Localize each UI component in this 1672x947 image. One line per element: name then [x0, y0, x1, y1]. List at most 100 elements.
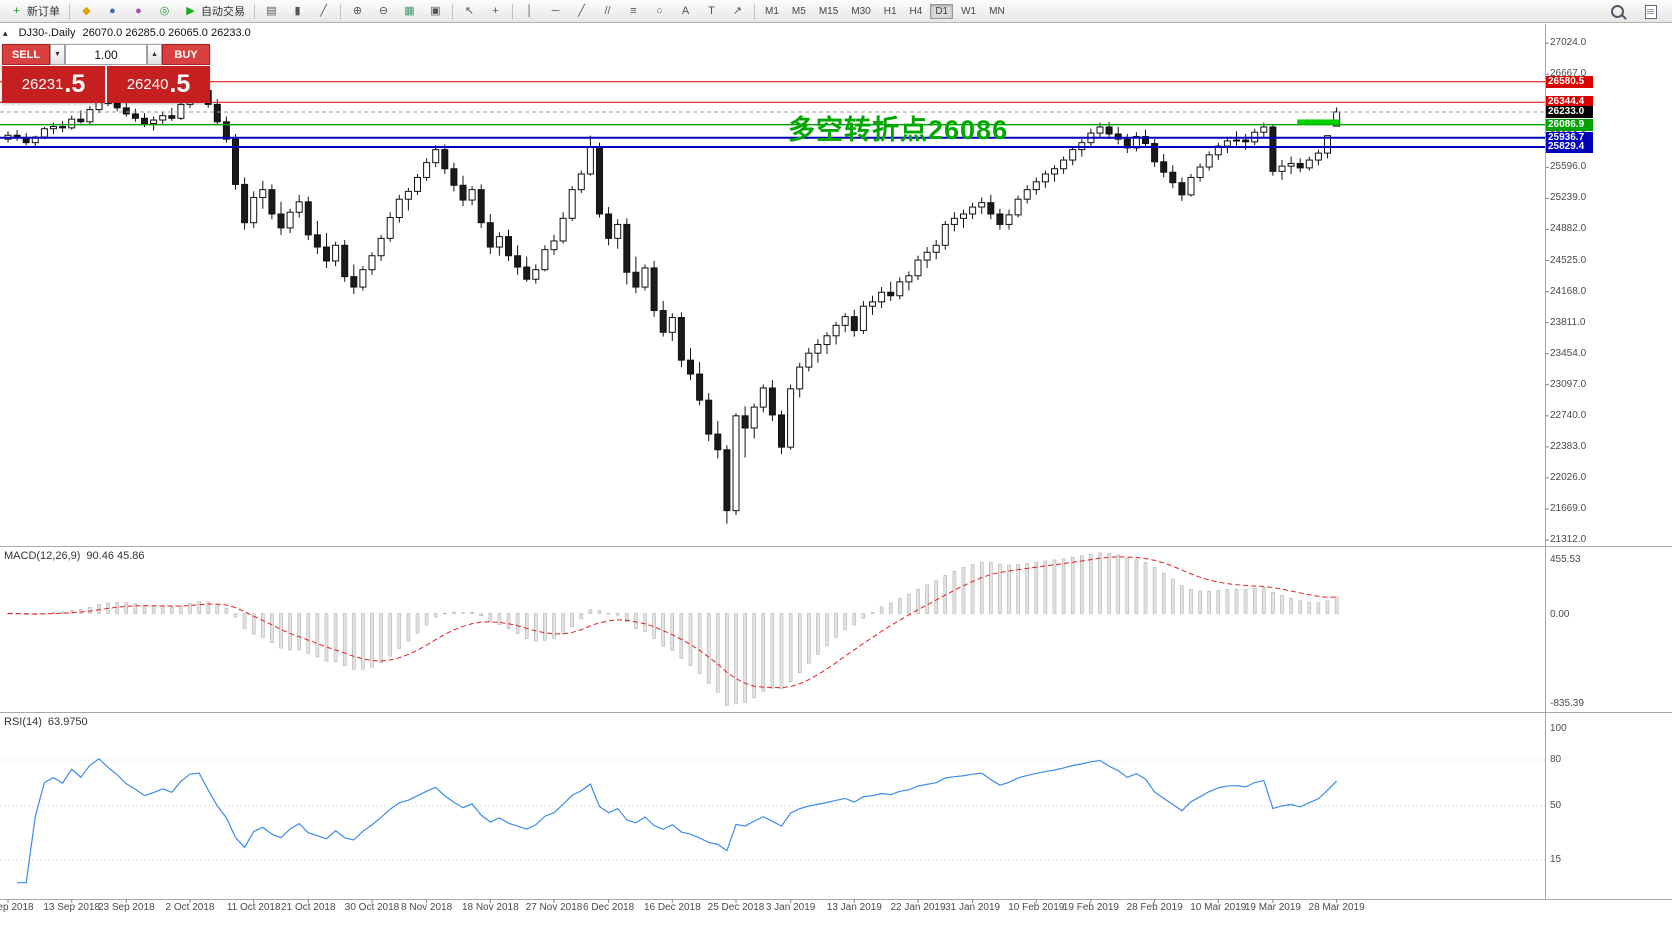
price-axis-tick: 21312.0 — [1550, 534, 1587, 546]
volume-increase-button[interactable]: ▲ — [147, 44, 162, 65]
zoom-out-icon: ⊖ — [378, 4, 389, 17]
data-window-button[interactable]: ● — [100, 2, 125, 21]
annotation-text: 多空转折点26086 — [788, 115, 1009, 145]
navigator-button[interactable]: ● — [126, 2, 151, 21]
text-t-icon: T — [708, 4, 715, 17]
rsi-axis-label: 15 — [1550, 853, 1562, 865]
toolbar-separator — [340, 3, 341, 19]
chart-symbol-period: DJ30-.Daily — [18, 27, 76, 39]
bars-icon: ▤ — [266, 4, 277, 17]
price-axis-tick: 24882.0 — [1550, 223, 1587, 235]
ellipse-icon: ○ — [656, 4, 663, 17]
date-axis-label: 27 Nov 2018 — [525, 902, 583, 913]
sell-button[interactable]: SELL — [2, 44, 50, 65]
date-axis-label: 3 Jan 2019 — [765, 902, 816, 913]
zoom-out-button[interactable]: ⊖ — [371, 2, 396, 21]
search-button[interactable] — [1606, 2, 1632, 20]
macd-axis-label: 0.00 — [1550, 608, 1570, 620]
price-level-tag: 26580.5 — [1546, 75, 1593, 88]
timeframe-m15-button[interactable]: M15 — [818, 5, 839, 17]
sell-price-main: 26231 — [21, 76, 64, 93]
note-icon — [1645, 4, 1657, 19]
arrows-button[interactable]: ↗ — [725, 2, 750, 21]
price-axis-tick: 25596.0 — [1550, 161, 1587, 173]
candles-icon: ▮ — [294, 4, 301, 17]
macd-histogram — [6, 552, 1339, 706]
vertical-line-button[interactable]: │ — [517, 2, 542, 21]
price-axis-tick: 27024.0 — [1550, 37, 1587, 49]
date-axis-label: 8 Nov 2018 — [401, 902, 453, 913]
rsi-axis-label: 50 — [1550, 800, 1562, 811]
fibonacci-button[interactable]: ≡ — [621, 2, 646, 21]
toolbar-separator — [254, 3, 255, 19]
timeframe-d1-button[interactable]: D1 — [930, 3, 954, 19]
hline-icon: ─ — [551, 4, 560, 17]
tile-windows-button[interactable]: ▣ — [423, 2, 448, 21]
macd-signal-line — [7, 556, 1337, 689]
volume-input[interactable]: 1.00 — [65, 44, 147, 65]
price-axis-tick: 23454.0 — [1550, 347, 1587, 359]
price-axis-tick: 23097.0 — [1550, 378, 1587, 390]
horizontal-line-button[interactable]: ─ — [543, 2, 568, 21]
timeframe-m5-button[interactable]: M5 — [791, 5, 806, 17]
timeframe-w1-button[interactable]: W1 — [961, 5, 977, 17]
date-axis-label: 2 Oct 2018 — [165, 902, 215, 913]
buy-price[interactable]: 26240 .5 — [107, 66, 210, 103]
channel-icon: // — [604, 4, 611, 17]
mql5-community-button[interactable]: ◆ — [74, 2, 99, 21]
macd-axis-label: 455.53 — [1550, 554, 1581, 565]
terminal-button[interactable]: ◎ — [152, 2, 177, 21]
search-icon — [1611, 5, 1624, 18]
buy-price-frac: .5 — [169, 70, 191, 98]
date-axis-label: 6 Dec 2018 — [583, 902, 635, 913]
date-axis-label: 19 Mar 2019 — [1244, 902, 1301, 913]
date-axis-label: 13 Sep 2018 — [43, 902, 101, 913]
crosshair-button[interactable]: + — [483, 2, 508, 21]
candlestick-chart-button[interactable]: ▮ — [285, 2, 310, 21]
rsi-axis-label: 100 — [1550, 723, 1567, 735]
bar-chart-button[interactable]: ▤ — [259, 2, 284, 21]
text-button[interactable]: A — [673, 2, 698, 21]
shapes-button[interactable]: ○ — [647, 2, 672, 21]
date-axis-label: 19 Feb 2019 — [1062, 902, 1119, 913]
text-label-button[interactable]: T — [699, 2, 724, 21]
macd-axis-label: -835.39 — [1550, 698, 1584, 709]
date-axis-label: 16 Dec 2018 — [643, 902, 701, 913]
trendline-button[interactable]: ╱ — [569, 2, 594, 21]
price-level-tag: 25829.4 — [1546, 141, 1593, 154]
price-axis-tick: 24525.0 — [1550, 254, 1587, 266]
cursor-button[interactable]: ↖ — [457, 2, 482, 21]
volume-decrease-button[interactable]: ▼ — [50, 44, 65, 65]
grid-button[interactable]: ▦ — [397, 2, 422, 21]
highlight-trendline[interactable] — [1297, 119, 1340, 125]
one-click-expander-icon[interactable] — [3, 27, 12, 39]
timeframe-h1-button[interactable]: H1 — [883, 5, 897, 17]
chart-title: DJ30-.Daily 26070.0 26285.0 26065.0 2623… — [3, 27, 255, 39]
grid-icon: ▦ — [404, 4, 415, 17]
timeframe-h4-button[interactable]: H4 — [909, 5, 923, 17]
toolbar-separator — [452, 3, 453, 19]
timeframe-mn-button[interactable]: MN — [989, 5, 1005, 17]
journal-button[interactable] — [1640, 2, 1662, 21]
new-order-button[interactable]: + 新订单 — [4, 1, 65, 21]
zoom-in-button[interactable]: ⊕ — [345, 2, 370, 21]
trendline-icon: ╱ — [578, 4, 585, 17]
date-axis-label: 25 Dec 2018 — [707, 902, 765, 913]
price-level-tag: 25936.7 — [1546, 131, 1593, 144]
price-axis-tick: 24168.0 — [1550, 285, 1587, 297]
price-axis-tick: 22026.0 — [1550, 471, 1587, 483]
line-chart-button[interactable]: ╱ — [311, 2, 336, 21]
sell-price[interactable]: 26231 .5 — [2, 66, 105, 103]
toolbar-separator — [69, 3, 70, 19]
equidistant-channel-button[interactable]: // — [595, 2, 620, 21]
buy-button[interactable]: BUY — [162, 44, 210, 65]
timeframe-m1-button[interactable]: M1 — [765, 5, 779, 17]
autotrading-button[interactable]: ▶ 自动交易 — [178, 1, 250, 21]
zoom-in-icon: ⊕ — [352, 4, 363, 17]
toolbar-right-group — [1606, 2, 1668, 21]
rsi-line — [17, 758, 1338, 884]
price-axis-tick: 26667.0 — [1550, 68, 1587, 80]
timeframe-m30-button[interactable]: M30 — [851, 5, 871, 17]
price-axis-tick: 25239.0 — [1550, 192, 1587, 204]
